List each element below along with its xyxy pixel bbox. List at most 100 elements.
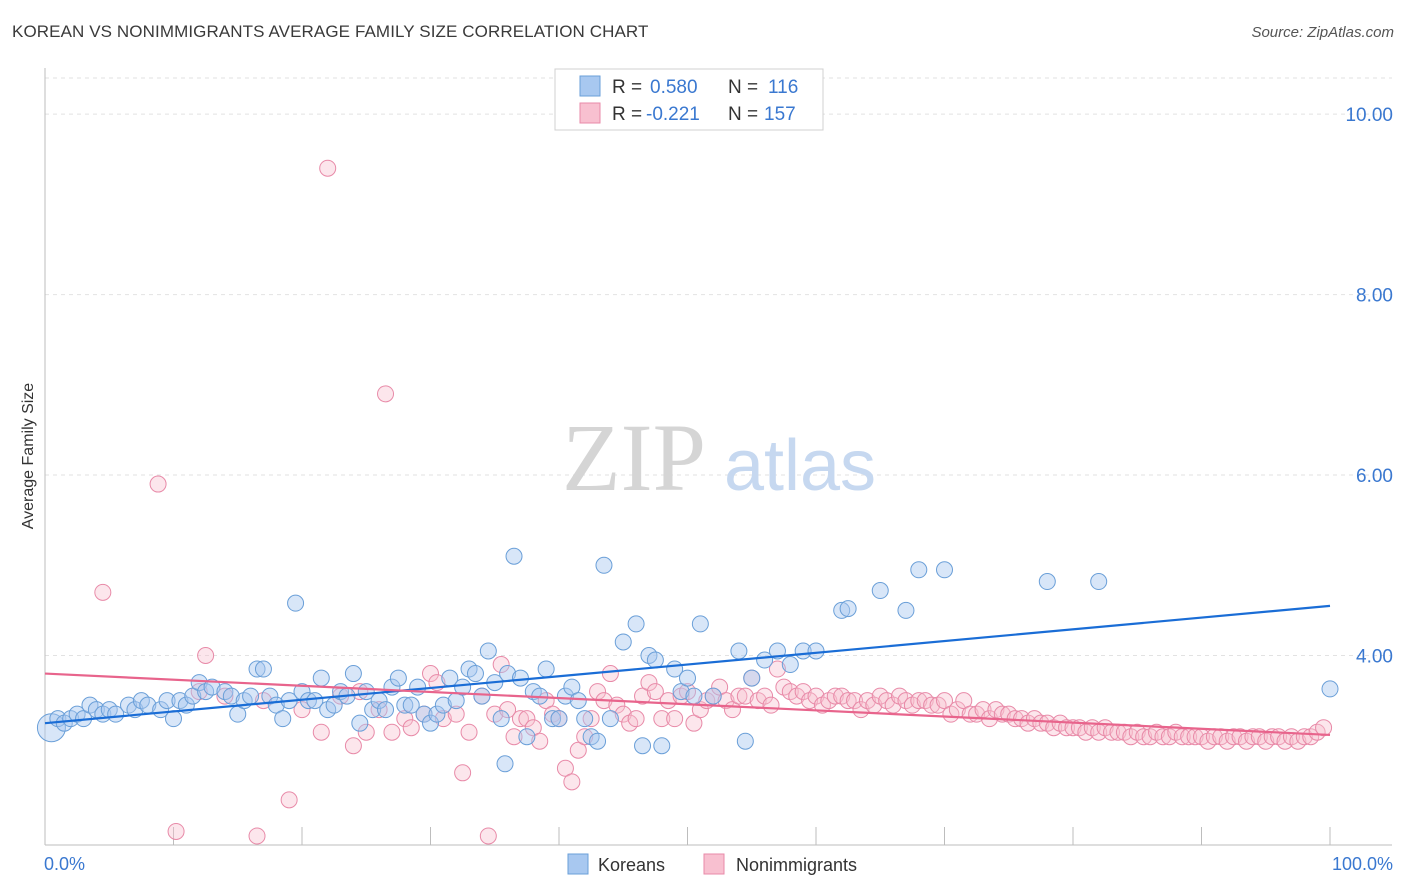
nonimmigrant-point — [794, 683, 812, 701]
x-tick-label: 0.0% — [44, 854, 85, 874]
korean-point — [434, 696, 452, 714]
korean-point — [511, 669, 529, 687]
y-tick-label: 4.00 — [1356, 647, 1393, 668]
x-tick-labels: 0.0% 100.0% — [44, 854, 1393, 874]
nonimmigrant-point — [460, 723, 478, 741]
legend-r-label: R = — [612, 104, 642, 125]
nonimmigrant-point — [216, 687, 234, 705]
korean-point — [389, 669, 407, 687]
nonimmigrant-point — [910, 692, 928, 710]
legend-label-nonimmigrants: Nonimmigrants — [736, 855, 857, 875]
legend-n-label: N = — [728, 77, 758, 98]
korean-point — [646, 651, 664, 669]
korean-point — [496, 755, 514, 773]
korean-point — [473, 687, 491, 705]
trend-lines — [44, 604, 1331, 737]
nonimmigrant-point — [248, 827, 266, 845]
korean-point — [1090, 573, 1108, 591]
nonimmigrant-point — [94, 583, 112, 601]
korean-point — [595, 556, 613, 574]
korean-point — [351, 714, 369, 732]
korean-point — [833, 601, 851, 619]
korean-point — [158, 692, 176, 710]
nonimmigrant-point — [383, 723, 401, 741]
nonimmigrant-point — [627, 710, 645, 728]
series-nonimmigrants-points — [94, 159, 1333, 845]
nonimmigrant-point — [280, 791, 298, 809]
y-axis-label: Average Family Size — [20, 383, 37, 530]
y-tick-label: 6.00 — [1356, 466, 1393, 487]
legend-n-value: 116 — [768, 77, 798, 98]
korean-point — [871, 582, 889, 600]
trend-line-nonimmigrants — [44, 672, 1331, 737]
korean-point — [222, 687, 240, 705]
korean-point — [627, 615, 645, 633]
y-tick-label: 10.00 — [1345, 105, 1393, 126]
korean-point — [589, 732, 607, 750]
korean-point — [556, 687, 574, 705]
nonimmigrant-point — [479, 827, 497, 845]
nonimmigrant-point — [518, 710, 536, 728]
korean-point — [364, 701, 382, 719]
korean-point — [203, 678, 221, 696]
nonimmigrant-point — [807, 687, 825, 705]
korean-point — [936, 561, 953, 579]
nonimmigrant-point — [653, 710, 671, 728]
legend-label-koreans: Koreans — [598, 855, 665, 875]
nonimmigrant-point — [505, 728, 523, 746]
nonimmigrant-point — [531, 732, 549, 750]
korean-point — [165, 710, 182, 728]
korean-point — [357, 683, 375, 701]
korean-point — [736, 732, 754, 750]
watermark-zip: ZIP — [562, 404, 706, 511]
nonimmigrant-point — [344, 737, 362, 755]
nonimmigrant-point — [659, 692, 677, 710]
korean-point — [1038, 573, 1056, 591]
nonimmigrant-point — [319, 159, 337, 177]
korean-point — [422, 714, 439, 732]
korean-point — [685, 687, 703, 705]
nonimmigrant-point — [499, 701, 517, 719]
legend-swatch-nonimmigrants — [579, 102, 601, 124]
nonimmigrant-point — [1058, 719, 1076, 737]
chart-title: KOREAN VS NONIMMIGRANTS AVERAGE FAMILY S… — [12, 22, 649, 41]
korean-point — [730, 642, 748, 660]
nonimmigrant-point — [1225, 728, 1243, 746]
nonimmigrant-point — [422, 665, 439, 683]
korean-point — [242, 687, 260, 705]
legend-swatch-nonimmigrants — [703, 853, 725, 875]
korean-point — [396, 696, 414, 714]
grid-lines — [45, 77, 1392, 657]
korean-point — [839, 600, 857, 618]
watermark-atlas: atlas — [724, 426, 876, 506]
korean-point — [454, 678, 472, 696]
korean-point — [428, 705, 446, 723]
nonimmigrant-point — [601, 665, 619, 683]
nonimmigrant-point — [576, 728, 594, 746]
korean-point — [653, 737, 671, 755]
korean-point — [897, 601, 915, 619]
korean-point — [550, 710, 568, 728]
korean-point — [634, 737, 652, 755]
nonimmigrant-point — [1135, 728, 1153, 746]
nonimmigrant-point — [167, 822, 185, 840]
korean-point — [518, 728, 536, 746]
y-tick-labels: 4.00 6.00 8.00 10.00 — [1345, 105, 1393, 667]
nonimmigrant-point — [370, 701, 388, 719]
legend-swatch-koreans — [579, 75, 601, 97]
nonimmigrant-point — [492, 656, 510, 674]
korean-point — [1321, 680, 1339, 698]
nonimmigrant-point — [454, 764, 472, 782]
korean-point — [569, 692, 587, 710]
korean-point — [306, 692, 324, 710]
nonimmigrant-point — [149, 475, 167, 493]
nonimmigrant-point — [511, 710, 529, 728]
korean-point — [614, 633, 632, 651]
korean-point — [910, 561, 928, 579]
nonimmigrant-point — [756, 687, 774, 705]
korean-point — [254, 660, 272, 678]
trend-line-koreans — [44, 604, 1331, 725]
legend-r-value: -0.221 — [646, 104, 700, 125]
korean-point — [781, 656, 799, 674]
